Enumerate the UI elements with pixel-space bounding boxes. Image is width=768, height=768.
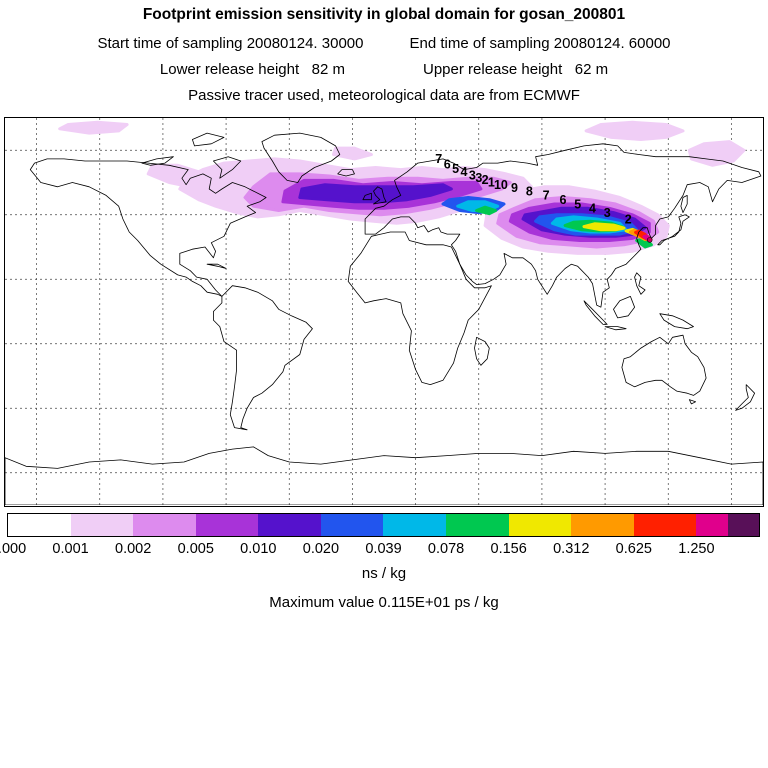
colorbar-tick-label: 0.010 bbox=[240, 541, 277, 557]
colorbar-segment bbox=[258, 514, 321, 536]
plot-title: Footprint emission sensitivity in global… bbox=[142, 6, 626, 23]
receptor-station-marker bbox=[647, 237, 653, 243]
trajectory-day-label: 10 bbox=[494, 178, 508, 192]
trajectory-day-label: 2 bbox=[482, 173, 489, 187]
colorbar-tick-labels: 0.000 0.001 0.002 0.005 0.010 0.020 0.039 0.078… bbox=[0, 541, 759, 559]
trajectory-day-label: 5 bbox=[574, 197, 581, 211]
colorbar-segment bbox=[8, 514, 71, 536]
colorbar-tick-label: 0.002 bbox=[115, 541, 152, 557]
trajectory-day-label: 6 bbox=[444, 158, 451, 172]
colorbar-tick-label: 0.078 bbox=[427, 541, 465, 557]
sampling-time-row: Start time of sampling 20080124. 30000 E… bbox=[0, 35, 768, 52]
colorbar-tick-label: 0.005 bbox=[177, 541, 214, 557]
colorbar-segment bbox=[727, 514, 759, 536]
trajectory-day-label: 5 bbox=[452, 162, 459, 176]
trajectory-day-label: 3 bbox=[475, 171, 482, 185]
colorbar-segment bbox=[133, 514, 196, 536]
colorbar-segment bbox=[320, 514, 384, 536]
lower-release-label: Lower release height 82 m bbox=[159, 61, 345, 78]
coastlines bbox=[5, 132, 763, 505]
colorbar-segment bbox=[633, 514, 697, 536]
trajectory-day-label: 3 bbox=[469, 168, 476, 182]
trajectory-day-label: 3 bbox=[604, 206, 611, 220]
trajectory-day-label: 1 bbox=[488, 175, 495, 189]
colorbar-tick-label: 1.250 bbox=[678, 541, 715, 557]
start-time-label: Start time of sampling 20080124. 30000 bbox=[97, 35, 364, 52]
world-map: 7 6 5 4 3 3 2 1 10 9 8 7 6 5 4 3 2 bbox=[4, 117, 764, 507]
trajectory-day-label: 4 bbox=[589, 202, 596, 216]
colorbar-tick-label: 0.156 bbox=[490, 541, 527, 557]
trajectory-day-label: 9 bbox=[511, 181, 518, 195]
colorbar bbox=[7, 513, 760, 537]
end-time-label: End time of sampling 20080124. 60000 bbox=[409, 35, 671, 52]
colorbar-tick-label: 0.000 bbox=[0, 541, 27, 557]
trajectory-day-label: 7 bbox=[543, 189, 550, 203]
trajectory-day-label: 4 bbox=[461, 165, 468, 179]
trajectory-day-label: 8 bbox=[526, 184, 533, 198]
colorbar-tick-label: 0.020 bbox=[302, 541, 340, 557]
tracer-note: Passive tracer used, meteorological data… bbox=[188, 87, 580, 104]
release-height-row: Lower release height 82 m Upper release … bbox=[0, 61, 768, 78]
upper-release-label: Upper release height 62 m bbox=[423, 61, 609, 78]
colorbar-segment bbox=[571, 514, 634, 536]
colorbar-segment bbox=[696, 514, 728, 536]
trajectory-day-label: 7 bbox=[435, 152, 442, 166]
colorbar-tick-label: 0.312 bbox=[553, 541, 590, 557]
colorbar-tick-label: 0.625 bbox=[615, 541, 652, 557]
max-value-label: Maximum value 0.115E+01 ps / kg bbox=[269, 594, 499, 611]
colorbar-segment bbox=[446, 514, 509, 536]
map-svg: 7 6 5 4 3 3 2 1 10 9 8 7 6 5 4 3 2 bbox=[5, 118, 763, 505]
colorbar-tick-label: 0.001 bbox=[52, 541, 89, 557]
colorbar-segment bbox=[70, 514, 134, 536]
trajectory-day-label: 6 bbox=[560, 193, 567, 207]
colorbar-units-label: ns / kg bbox=[361, 565, 407, 582]
trajectory-day-label: 2 bbox=[625, 212, 632, 226]
colorbar-segment bbox=[383, 514, 447, 536]
sensitivity-plume bbox=[58, 120, 746, 255]
trajectory-labels: 7 6 5 4 3 3 2 1 10 9 8 7 6 5 4 3 2 bbox=[435, 152, 632, 226]
colorbar-tick-label: 0.039 bbox=[365, 541, 402, 557]
colorbar-segment bbox=[195, 514, 259, 536]
colorbar-segment bbox=[508, 514, 572, 536]
tracer-note-row: Passive tracer used, meteorological data… bbox=[0, 87, 768, 104]
